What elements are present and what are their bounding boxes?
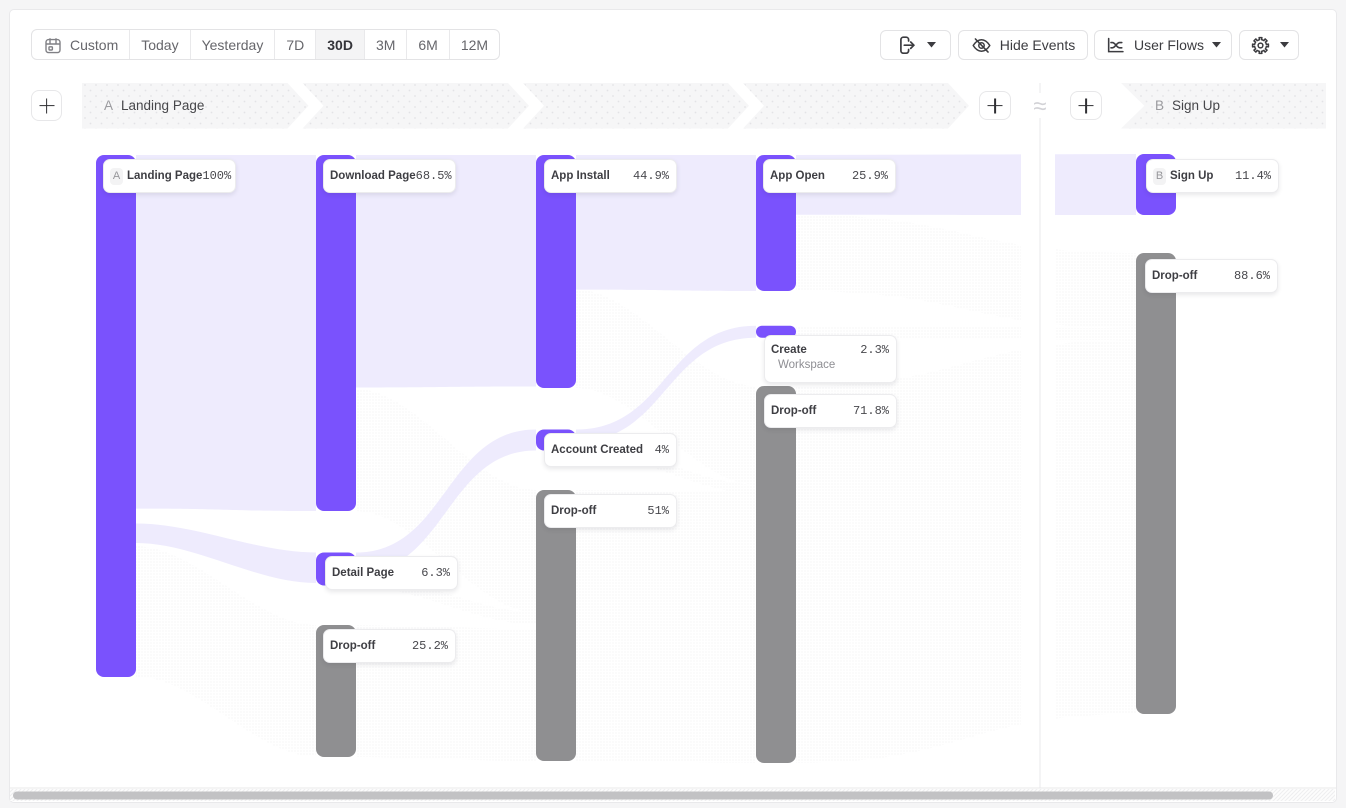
svg-text:≈: ≈ — [1033, 93, 1046, 120]
